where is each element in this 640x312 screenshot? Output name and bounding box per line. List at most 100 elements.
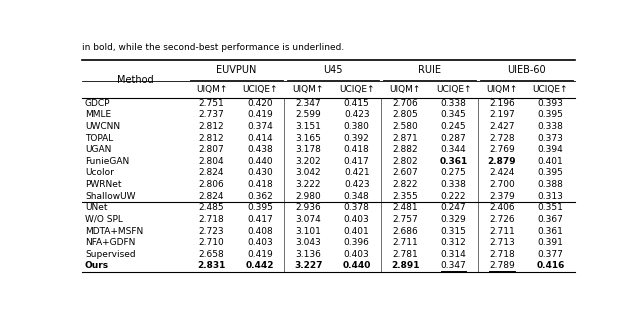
Text: 2.879: 2.879 [488,157,516,166]
Text: 0.395: 0.395 [247,203,273,212]
Text: 2.710: 2.710 [198,238,225,247]
Text: 0.417: 0.417 [247,215,273,224]
Text: 0.394: 0.394 [538,145,563,154]
Text: 2.485: 2.485 [199,203,225,212]
Text: 0.329: 0.329 [441,215,467,224]
Text: 0.401: 0.401 [344,227,370,236]
Text: 0.416: 0.416 [536,261,564,271]
Text: 3.202: 3.202 [296,157,321,166]
Text: 2.737: 2.737 [198,110,225,119]
Text: 0.378: 0.378 [344,203,370,212]
Text: 0.391: 0.391 [538,238,563,247]
Text: 3.136: 3.136 [296,250,321,259]
Text: 0.314: 0.314 [441,250,467,259]
Text: UWCNN: UWCNN [85,122,120,131]
Text: 0.338: 0.338 [538,122,563,131]
Text: 0.418: 0.418 [344,145,370,154]
Text: 2.728: 2.728 [489,134,515,143]
Text: 2.347: 2.347 [296,99,321,108]
Text: 2.379: 2.379 [489,192,515,201]
Text: 3.227: 3.227 [294,261,323,271]
Text: 0.361: 0.361 [440,157,468,166]
Text: 2.824: 2.824 [199,168,224,178]
Text: 0.419: 0.419 [247,110,273,119]
Text: RUIE: RUIE [418,66,441,76]
Text: EUVPUN: EUVPUN [216,66,256,76]
Text: 2.882: 2.882 [392,145,418,154]
Text: UIQM↑: UIQM↑ [196,85,227,94]
Text: 2.580: 2.580 [392,122,418,131]
Text: 0.312: 0.312 [441,238,467,247]
Text: 0.401: 0.401 [538,157,563,166]
Text: 0.423: 0.423 [344,180,369,189]
Text: 2.824: 2.824 [199,192,224,201]
Text: 0.315: 0.315 [440,227,467,236]
Text: 0.403: 0.403 [247,238,273,247]
Text: 2.427: 2.427 [489,122,515,131]
Text: UCIQE↑: UCIQE↑ [532,85,568,94]
Text: 0.345: 0.345 [441,110,467,119]
Text: 2.805: 2.805 [392,110,418,119]
Text: 0.374: 0.374 [247,122,273,131]
Text: 2.424: 2.424 [489,168,515,178]
Text: 3.101: 3.101 [296,227,321,236]
Text: W/O SPL: W/O SPL [85,215,123,224]
Text: Ours: Ours [85,261,109,271]
Text: 0.420: 0.420 [247,99,273,108]
Text: 0.417: 0.417 [344,157,370,166]
Text: 0.338: 0.338 [440,99,467,108]
Text: 0.419: 0.419 [247,250,273,259]
Text: 0.440: 0.440 [247,157,273,166]
Text: NFA+GDFN: NFA+GDFN [85,238,135,247]
Text: 0.395: 0.395 [538,168,563,178]
Text: 0.415: 0.415 [344,99,370,108]
Text: 2.789: 2.789 [489,261,515,271]
Text: 2.197: 2.197 [489,110,515,119]
Text: 2.700: 2.700 [489,180,515,189]
Text: 0.348: 0.348 [344,192,370,201]
Text: 0.403: 0.403 [344,250,370,259]
Text: 2.658: 2.658 [198,250,225,259]
Text: 3.042: 3.042 [296,168,321,178]
Text: 2.713: 2.713 [489,238,515,247]
Text: MMLE: MMLE [85,110,111,119]
Text: UCIQE↑: UCIQE↑ [339,85,374,94]
Text: 2.718: 2.718 [489,250,515,259]
Text: 2.711: 2.711 [489,227,515,236]
Text: 2.804: 2.804 [199,157,225,166]
Text: 2.871: 2.871 [392,134,418,143]
Text: TOPAL: TOPAL [85,134,113,143]
Text: 0.438: 0.438 [247,145,273,154]
Text: 0.421: 0.421 [344,168,369,178]
Text: 0.442: 0.442 [246,261,274,271]
Text: UNet: UNet [85,203,108,212]
Text: 0.373: 0.373 [538,134,563,143]
Text: 2.891: 2.891 [391,261,419,271]
Text: 2.807: 2.807 [198,145,225,154]
Text: 0.380: 0.380 [344,122,370,131]
Text: 2.718: 2.718 [198,215,225,224]
Text: 2.751: 2.751 [198,99,225,108]
Text: PWRNet: PWRNet [85,180,122,189]
Text: 2.802: 2.802 [392,157,418,166]
Text: 2.726: 2.726 [489,215,515,224]
Text: 0.362: 0.362 [247,192,273,201]
Text: 0.275: 0.275 [441,168,467,178]
Text: 2.757: 2.757 [392,215,418,224]
Text: UCIQE↑: UCIQE↑ [242,85,278,94]
Text: 0.395: 0.395 [538,110,563,119]
Text: 2.980: 2.980 [296,192,321,201]
Text: UIQM↑: UIQM↑ [292,85,324,94]
Text: 0.403: 0.403 [344,215,370,224]
Text: 0.377: 0.377 [538,250,563,259]
Text: UIEB-60: UIEB-60 [507,66,545,76]
Text: 2.806: 2.806 [198,180,225,189]
Text: 0.361: 0.361 [538,227,563,236]
Text: 0.344: 0.344 [441,145,467,154]
Text: 2.936: 2.936 [296,203,321,212]
Text: 2.831: 2.831 [197,261,226,271]
Text: UIQM↑: UIQM↑ [389,85,421,94]
Text: 2.822: 2.822 [392,180,418,189]
Text: 0.245: 0.245 [441,122,467,131]
Text: 3.178: 3.178 [296,145,321,154]
